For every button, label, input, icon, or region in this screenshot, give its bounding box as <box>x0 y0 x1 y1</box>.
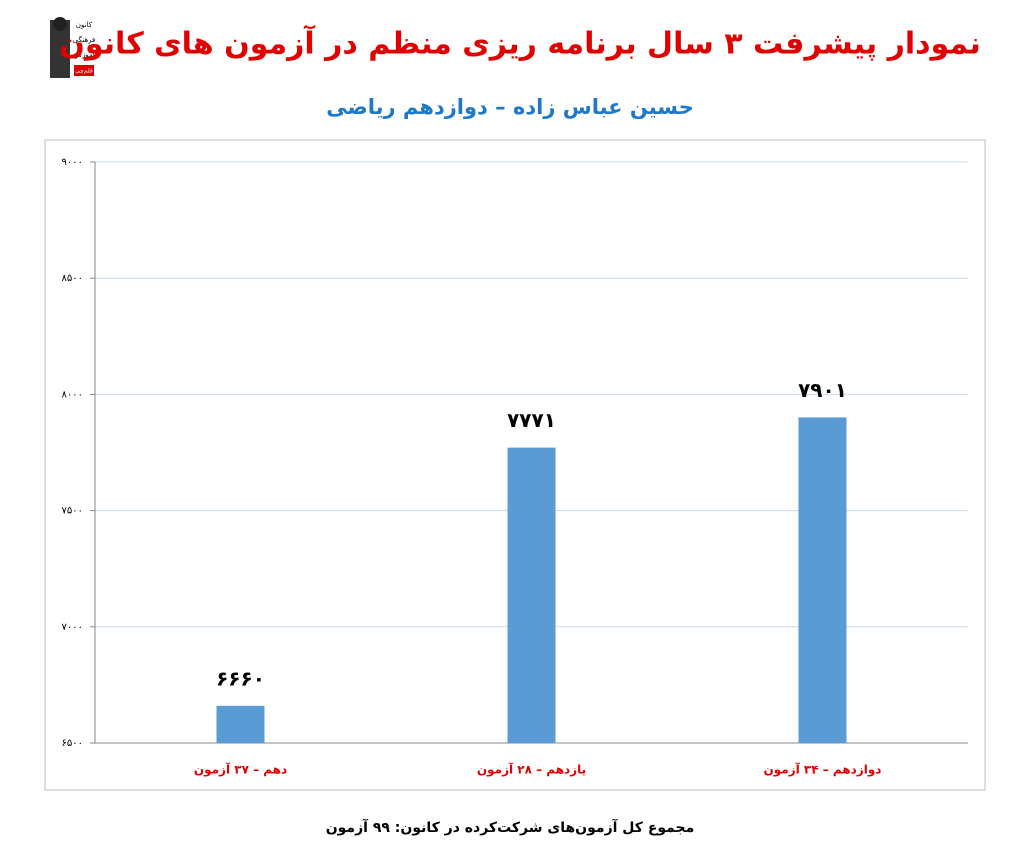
x-tick-label: دهم – ۳۷ آزمون <box>194 762 287 778</box>
chart-title: نمودار پیشرفت ۳ سال برنامه ریزی منظم در … <box>59 25 980 62</box>
y-tick-label: ۸۰۰۰ <box>62 389 83 400</box>
value-label: ۷۹۰۱ <box>798 378 847 402</box>
logo-text: قلم‌چی <box>75 68 93 75</box>
logo: کانون فرهنگی آموزش قلم‌چی <box>50 17 96 78</box>
chart-subtitle: حسین عباس زاده – دوازدهم ریاضی <box>326 95 694 119</box>
y-tick-label: ۸۵۰۰ <box>62 273 83 284</box>
x-tick-label: یازدهم – ۲۸ آزمون <box>477 762 586 778</box>
value-label: ۶۶۶۰ <box>216 666 265 690</box>
y-tick-label: ۷۵۰۰ <box>62 506 83 517</box>
bar <box>216 705 265 743</box>
logo-badge <box>74 65 94 76</box>
logo-figure <box>50 20 70 78</box>
logo-text: کانون <box>76 21 93 29</box>
x-tick-label: دوازدهم – ۳۴ آزمون <box>764 762 882 778</box>
y-tick-label: ۶۵۰۰ <box>62 738 83 749</box>
y-tick-label: ۹۰۰۰ <box>62 157 83 168</box>
chart-frame <box>44 139 986 791</box>
logo-text: فرهنگی <box>73 35 96 44</box>
footnote: مجموع کل آزمون‌های شرکت‌کرده در کانون: ۹… <box>326 818 695 836</box>
y-tick-label: ۷۰۰۰ <box>62 622 83 633</box>
logo-text: آموزش <box>73 50 95 59</box>
logo-head <box>53 17 67 31</box>
bar <box>507 447 556 743</box>
value-label: ۷۷۷۱ <box>507 408 556 432</box>
bar <box>798 417 847 743</box>
